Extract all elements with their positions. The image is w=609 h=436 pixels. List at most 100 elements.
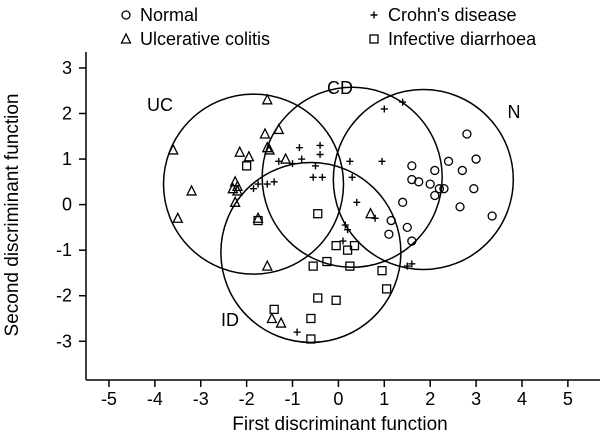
point-ulcerative-colitis: [259, 127, 271, 139]
point-crohn-s-disease: [346, 157, 354, 165]
legend-marker-infective-diarrhoea: [369, 34, 379, 44]
point-normal: [462, 129, 472, 139]
cluster-label-uc: UC: [147, 95, 173, 115]
group-circle-uc: [162, 93, 345, 275]
point-crohn-s-disease: [403, 262, 411, 270]
point-infective-diarrhoea: [381, 284, 392, 294]
x-tick-label: -2: [239, 389, 255, 409]
point-normal: [430, 165, 440, 176]
point-ulcerative-colitis: [261, 259, 273, 271]
point-normal: [384, 229, 394, 239]
point-normal: [398, 197, 408, 207]
cluster-labels: UC CD N ID: [147, 78, 521, 330]
point-crohn-s-disease: [318, 173, 326, 181]
axis-ticks: -5 -4 -3 -2 -1 0 1 2 3 4 5 -3 -2 -1 0 1 2 3: [56, 58, 573, 409]
point-ulcerative-colitis: [364, 207, 377, 219]
point-normal: [414, 177, 424, 187]
point-ulcerative-colitis: [261, 93, 273, 105]
point-infective-diarrhoea: [306, 313, 316, 324]
point-crohn-s-disease: [408, 260, 416, 268]
y-axis-title: Second discriminant function: [2, 94, 23, 337]
legend-marker-crohn-s-disease: [370, 11, 378, 19]
point-crohn-s-disease: [399, 98, 407, 106]
point-normal: [402, 222, 412, 233]
point-crohn-s-disease: [311, 162, 319, 170]
point-ulcerative-colitis: [227, 182, 239, 194]
point-ulcerative-colitis: [234, 145, 246, 157]
point-crohn-s-disease: [298, 155, 306, 163]
point-ulcerative-colitis: [229, 195, 241, 207]
x-tick-label: -3: [193, 389, 209, 409]
point-crohn-s-disease: [295, 144, 303, 152]
point-ulcerative-colitis: [167, 143, 179, 155]
x-tick-label: 3: [471, 389, 481, 409]
y-tick-label: -2: [56, 286, 72, 306]
point-infective-diarrhoea: [241, 161, 252, 171]
y-tick-label: 1: [62, 149, 72, 169]
point-crohn-s-disease: [353, 198, 361, 206]
cluster-label-cd: CD: [327, 78, 353, 98]
point-normal: [469, 184, 479, 194]
x-tick-label: 0: [333, 389, 343, 409]
point-infective-diarrhoea: [313, 209, 323, 219]
axes: [85, 52, 600, 381]
legend-marker-normal: [121, 10, 131, 20]
point-infective-diarrhoea: [331, 295, 341, 305]
point-ulcerative-colitis: [266, 312, 278, 324]
group-circle-n: [332, 88, 515, 271]
point-infective-diarrhoea: [322, 256, 332, 267]
point-normal: [425, 179, 435, 189]
point-ulcerative-colitis: [243, 150, 255, 162]
x-tick-label: -5: [101, 389, 117, 409]
data-points: [167, 93, 497, 344]
point-crohn-s-disease: [341, 221, 349, 229]
point-infective-diarrhoea: [331, 240, 341, 251]
point-normal: [434, 184, 445, 194]
point-crohn-s-disease: [263, 180, 271, 188]
legend-marker-ulcerative-colitis: [120, 32, 132, 44]
x-tick-label: -1: [285, 389, 301, 409]
y-tick-label: 0: [62, 195, 72, 215]
x-tick-label: 2: [425, 389, 435, 409]
point-ulcerative-colitis: [280, 152, 292, 164]
point-normal: [407, 236, 417, 246]
legend-label-crohn-s-disease: Crohn's disease: [388, 5, 517, 25]
group-circle-id: [220, 161, 402, 344]
point-normal: [471, 154, 481, 164]
point-infective-diarrhoea: [306, 334, 316, 344]
point-crohn-s-disease: [275, 157, 283, 165]
point-normal: [430, 190, 440, 201]
point-crohn-s-disease: [316, 141, 324, 149]
point-normal: [457, 165, 467, 176]
point-ulcerative-colitis: [172, 211, 184, 223]
y-tick-label: -3: [56, 331, 72, 351]
x-axis-title: First discriminant function: [232, 414, 447, 435]
point-crohn-s-disease: [309, 173, 317, 181]
y-tick-label: 2: [62, 104, 72, 124]
cluster-label-id: ID: [221, 310, 239, 330]
point-crohn-s-disease: [380, 105, 388, 113]
point-crohn-s-disease: [378, 157, 386, 165]
point-crohn-s-disease: [254, 180, 262, 188]
point-ulcerative-colitis: [264, 143, 276, 155]
point-infective-diarrhoea: [313, 293, 323, 303]
y-tick-label: -1: [56, 240, 72, 260]
point-crohn-s-disease: [293, 328, 301, 336]
legend-label-normal: Normal: [140, 5, 198, 25]
x-tick-label: 5: [563, 389, 573, 409]
point-ulcerative-colitis: [273, 122, 285, 135]
point-ulcerative-colitis: [252, 211, 264, 223]
point-crohn-s-disease: [348, 173, 356, 181]
x-tick-label: 1: [379, 389, 389, 409]
x-tick-label: 4: [517, 389, 527, 409]
point-ulcerative-colitis: [231, 184, 243, 196]
point-crohn-s-disease: [344, 226, 352, 234]
point-ulcerative-colitis: [231, 179, 243, 192]
x-tick-label: -4: [147, 389, 163, 409]
point-crohn-s-disease: [250, 185, 258, 193]
point-normal: [386, 215, 396, 226]
point-normal: [439, 184, 449, 194]
point-infective-diarrhoea: [269, 304, 279, 315]
point-normal: [487, 211, 497, 221]
